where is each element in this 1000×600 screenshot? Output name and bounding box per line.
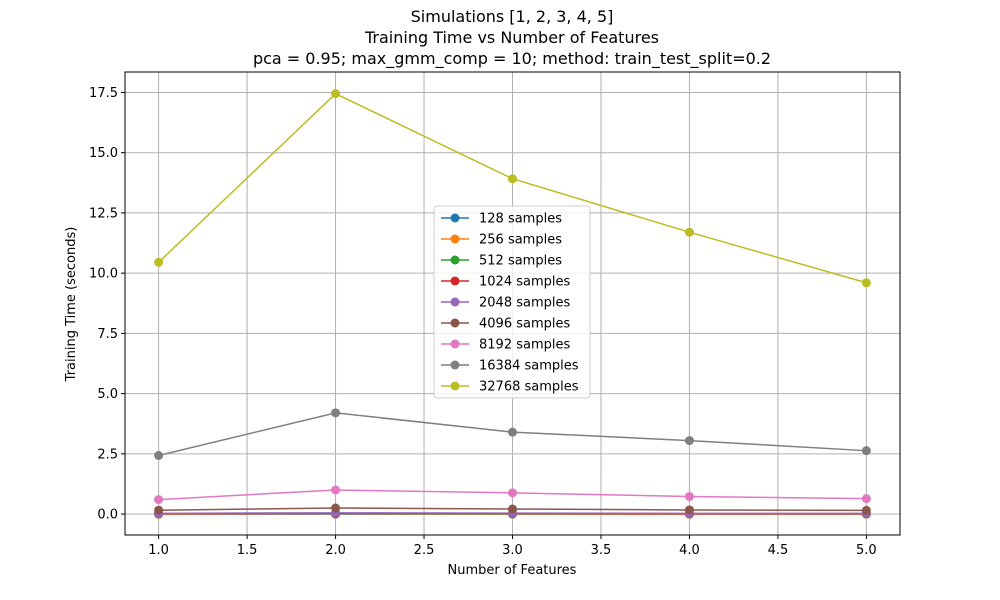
x-axis-ticks: 1.0 1.5 2.0 2.5 3.0 3.5 4.0 4.5 5.0 [148,535,877,558]
legend-items: 128 samples 256 samples 512 samples 1024 sa… [441,212,579,395]
data-point [331,408,341,418]
legend-swatch-marker [450,213,460,223]
x-tick-label: 3.0 [502,543,523,558]
series-16384-samples [154,408,871,461]
data-point [861,494,871,504]
data-point [508,427,517,437]
y-tick-label: 5.0 [97,387,118,402]
data-point [684,505,694,515]
data-point [508,504,517,514]
x-axis-label: Number of Features [448,563,577,578]
data-point [861,278,871,288]
legend-item: 8192 samples [441,338,570,353]
chart-title-line-2: Training Time vs Number of Features [364,28,659,47]
data-point [154,505,164,515]
legend-label: 128 samples [479,212,562,227]
legend-label: 256 samples [479,233,562,248]
series-4096-samples [154,503,871,515]
legend-swatch-marker [450,381,460,391]
x-tick-label: 3.5 [591,543,612,558]
legend-label: 1024 samples [479,275,570,290]
data-point [861,446,871,456]
data-point [154,257,164,267]
legend-label: 32768 samples [479,380,579,395]
data-point [684,491,694,501]
legend-item: 4096 samples [441,317,570,332]
x-tick-label: 2.0 [325,543,346,558]
data-point [331,89,341,99]
data-point [861,505,871,515]
data-point [508,174,517,184]
legend-item: 128 samples [441,212,562,227]
data-point [684,436,694,446]
legend-item: 256 samples [441,233,562,248]
series-8192-samples [154,485,871,505]
y-tick-label: 15.0 [89,146,118,161]
legend-swatch-marker [450,297,460,307]
y-tick-label: 0.0 [97,508,118,523]
legend-item: 16384 samples [441,359,579,374]
data-point [331,503,341,513]
data-point [331,485,341,495]
legend: 128 samples 256 samples 512 samples 1024 sa… [433,205,591,399]
legend-swatch-marker [450,255,460,265]
legend-label: 2048 samples [479,296,570,311]
y-tick-label: 7.5 [97,327,118,342]
y-axis-ticks: 0.0 2.5 5.0 7.5 10.0 12.5 15.0 17.5 [89,86,125,523]
x-tick-label: 5.0 [856,543,877,558]
chart-title-line-1: Simulations [1, 2, 3, 4, 5] [411,7,614,26]
y-axis-label: Training Time (seconds) [64,227,79,383]
series-lines [154,89,871,519]
x-tick-label: 4.0 [679,543,700,558]
plot-frame [124,71,901,536]
y-tick-label: 17.5 [89,86,118,101]
x-tick-label: 4.5 [768,543,789,558]
legend-label: 4096 samples [479,317,570,332]
legend-swatch-marker [450,360,460,370]
series-32768-samples [154,89,871,288]
data-point [508,488,517,498]
y-tick-label: 12.5 [89,206,118,221]
legend-label: 512 samples [479,254,562,269]
y-tick-label: 2.5 [97,447,118,462]
legend-item: 512 samples [441,254,562,269]
legend-item: 32768 samples [441,380,579,395]
y-tick-label: 10.0 [89,267,118,282]
x-tick-label: 1.5 [237,543,258,558]
data-point [684,227,694,237]
legend-item: 1024 samples [441,275,570,290]
x-tick-label: 1.0 [148,543,169,558]
legend-item: 2048 samples [441,296,570,311]
legend-box [433,205,591,399]
legend-swatch-marker [450,339,460,349]
legend-label: 8192 samples [479,338,570,353]
data-point [154,495,164,505]
x-tick-label: 2.5 [414,543,435,558]
legend-swatch-marker [450,318,460,328]
chart-title-line-3: pca = 0.95; max_gmm_comp = 10; method: t… [253,49,771,69]
data-point [154,451,164,461]
legend-label: 16384 samples [479,359,579,374]
legend-swatch-marker [450,276,460,286]
legend-swatch-marker [450,234,460,244]
